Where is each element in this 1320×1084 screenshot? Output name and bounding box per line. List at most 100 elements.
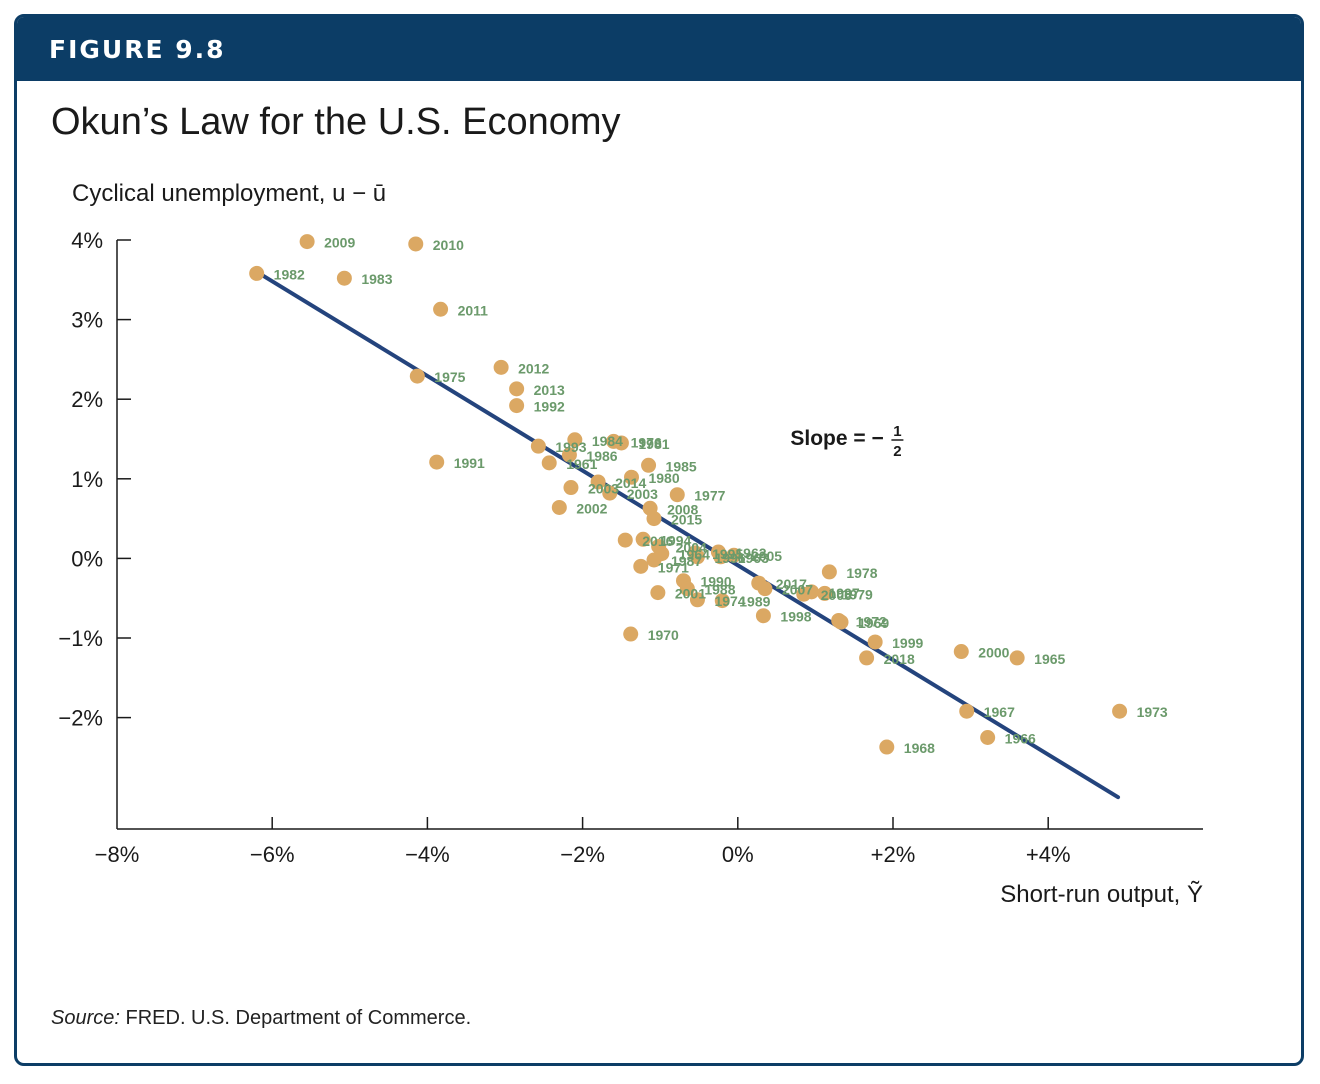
x-tick-label: −2%: [560, 842, 605, 867]
data-point: [299, 234, 315, 250]
data-point: [669, 487, 685, 503]
data-point-label: 2006: [821, 587, 852, 603]
data-point: [561, 447, 577, 463]
data-point-label: 1999: [892, 635, 923, 651]
data-point: [541, 455, 557, 471]
data-point-label: 1969: [858, 615, 889, 631]
slope-fraction-numerator: 1: [893, 423, 901, 440]
data-point: [646, 552, 662, 568]
data-point: [859, 650, 875, 666]
data-point: [980, 730, 996, 745]
data-point-label: 1974: [714, 593, 745, 609]
data-point-label: 1991: [454, 455, 485, 471]
data-point: [679, 581, 695, 597]
data-point-label: 1996: [714, 550, 745, 566]
data-point-label: 2011: [458, 302, 489, 318]
data-point-label: 2010: [433, 237, 464, 253]
figure-title: Okun’s Law for the U.S. Economy: [51, 101, 621, 143]
source-prefix: Source:: [51, 1007, 120, 1029]
data-point-label: 2005: [751, 548, 782, 564]
data-point: [551, 499, 567, 515]
x-tick-label: −8%: [95, 842, 140, 867]
data-point-label: 2004: [676, 539, 707, 555]
data-point-label: 1997: [829, 585, 860, 601]
data-point-label: 2014: [615, 475, 646, 491]
data-point-label: 1976: [631, 434, 662, 450]
data-point: [433, 301, 449, 317]
data-point: [530, 438, 546, 454]
figure-number: FIGURE 9.8: [49, 35, 226, 64]
data-point: [757, 581, 773, 597]
y-tick-label: 0%: [71, 546, 103, 571]
x-axis-title: Short-run output, Ỹ: [1000, 881, 1203, 908]
data-point-label: 1971: [658, 559, 689, 575]
y-tick-label: 4%: [71, 228, 103, 253]
slope-annotation: Slope = −: [790, 427, 883, 450]
data-point: [408, 236, 424, 252]
okun-fit-line: [254, 269, 1121, 800]
data-point-label: 1965: [1034, 651, 1065, 667]
data-point: [726, 547, 742, 563]
data-point-label: 1972: [856, 613, 887, 629]
data-point: [429, 454, 445, 470]
source-note: Source: FRED. U.S. Department of Commerc…: [51, 1007, 471, 1030]
data-point: [1112, 703, 1128, 719]
data-point-label: 1981: [638, 436, 669, 452]
data-point: [509, 381, 525, 397]
data-point-label: 1993: [555, 439, 586, 455]
data-point: [879, 739, 895, 755]
data-point-label: 1987: [671, 553, 702, 569]
data-point-label: 1967: [984, 704, 1015, 720]
data-point-label: 2001: [675, 586, 706, 602]
data-point: [633, 558, 649, 574]
data-point: [953, 644, 969, 660]
data-point: [590, 474, 606, 490]
data-point-label: 1994: [660, 532, 691, 548]
data-point: [755, 608, 771, 624]
y-tick-label: 1%: [71, 467, 103, 492]
data-point: [617, 532, 633, 548]
data-point-label: 2012: [518, 360, 549, 376]
data-point-label: 1973: [1137, 704, 1168, 720]
data-point-label: 1985: [666, 458, 697, 474]
y-axis-title: Cyclical unemployment, u − ū: [72, 180, 386, 207]
data-point-label: 2017: [776, 576, 807, 592]
data-point-label: 1984: [592, 433, 623, 449]
data-point-label: 1968: [904, 740, 935, 756]
data-point-label: 1977: [694, 488, 725, 504]
data-point-label: 1992: [534, 399, 565, 415]
data-point: [817, 585, 833, 601]
data-point: [713, 549, 729, 565]
data-point-label: 2009: [324, 235, 355, 251]
data-point-label: 1966: [1005, 731, 1036, 747]
data-point: [563, 480, 579, 496]
data-point: [804, 584, 820, 600]
data-point-label: 1983: [361, 271, 392, 287]
data-point: [646, 511, 662, 527]
data-point-label: 1963: [738, 550, 769, 566]
data-point-label: 1988: [704, 582, 735, 598]
data-point: [867, 634, 883, 650]
data-point: [613, 435, 629, 451]
x-tick-label: 0%: [722, 842, 754, 867]
data-point: [641, 457, 657, 473]
data-point: [714, 593, 730, 609]
data-point-label: 2003: [588, 481, 619, 497]
data-point: [689, 549, 705, 565]
data-point-label: 1961: [566, 456, 597, 472]
data-point: [821, 564, 837, 580]
data-point-label: 1975: [434, 369, 465, 385]
data-point: [509, 398, 525, 414]
data-point-label: 1970: [648, 627, 679, 643]
data-point-label: 1978: [846, 565, 877, 581]
data-point: [1009, 650, 1025, 666]
data-point: [635, 531, 651, 547]
data-point: [623, 469, 639, 485]
data-point-label: 1979: [842, 586, 873, 602]
x-tick-label: +2%: [871, 842, 916, 867]
data-point-label: 2016: [642, 533, 673, 549]
data-point: [689, 592, 705, 608]
data-point-label: 2002: [576, 500, 607, 516]
data-point: [650, 585, 666, 601]
x-tick-label: −6%: [250, 842, 295, 867]
